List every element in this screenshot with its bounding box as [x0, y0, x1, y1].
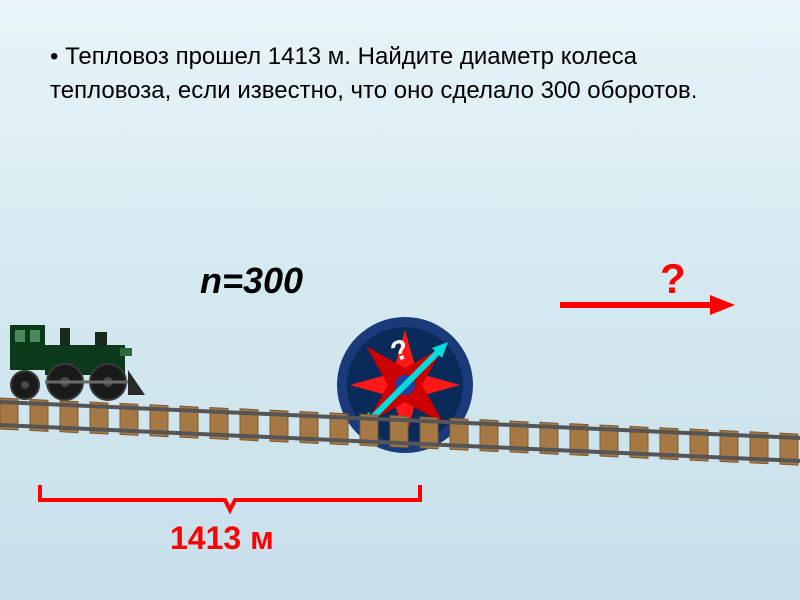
direction-arrow [560, 290, 740, 320]
distance-bracket [35, 480, 435, 520]
n-label: n=300 [200, 260, 303, 302]
distance-label: 1413 м [170, 520, 274, 557]
problem-body: Тепловоз прошел 1413 м. Найдите диаметр … [50, 43, 697, 104]
railroad-tracks [0, 390, 800, 480]
problem-text: • Тепловоз прошел 1413 м. Найдите диамет… [50, 40, 750, 107]
